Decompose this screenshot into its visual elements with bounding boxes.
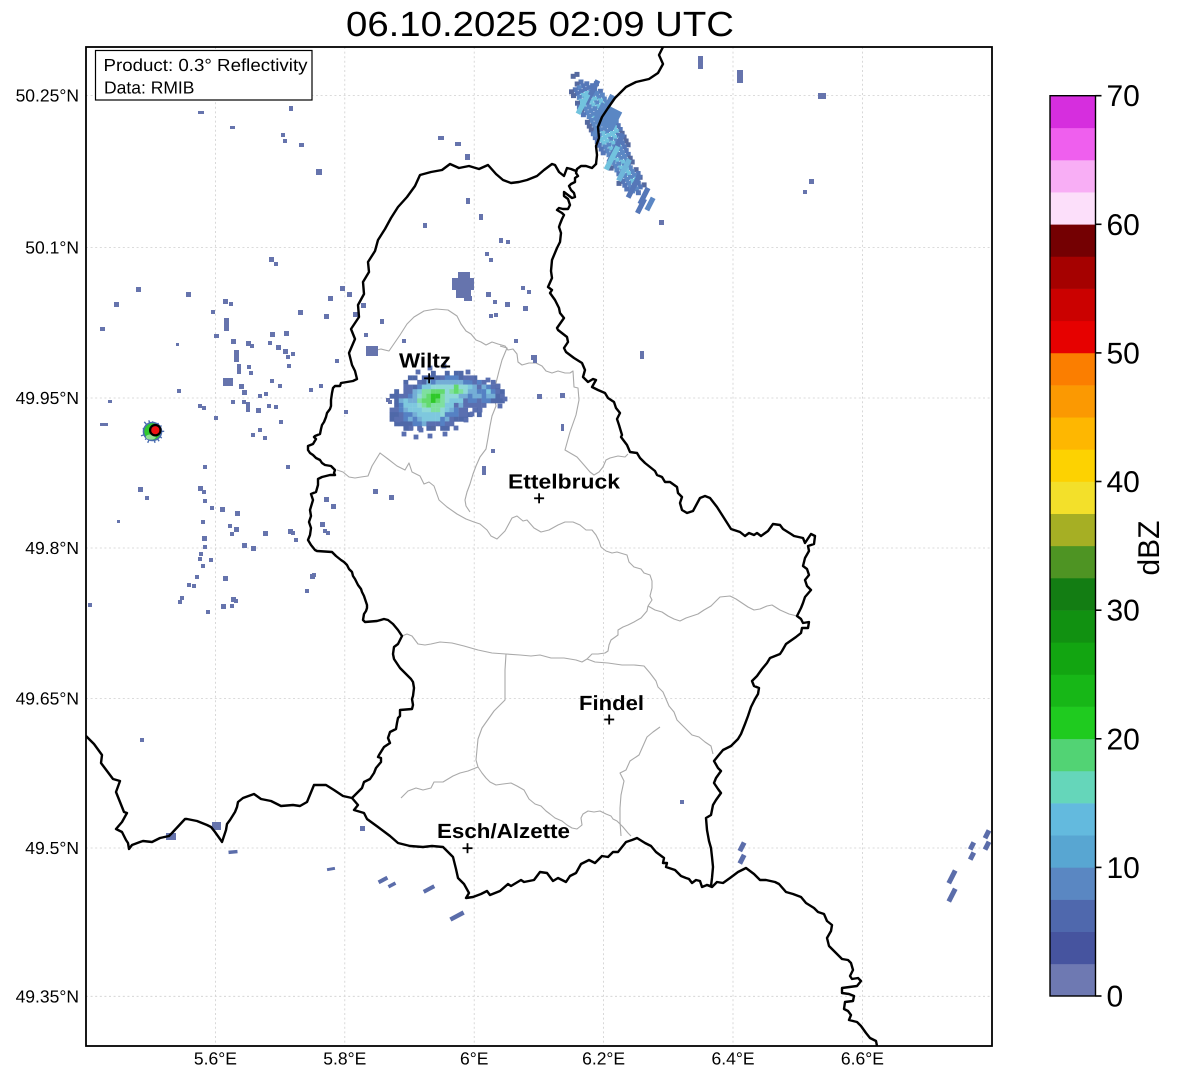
svg-text:50: 50 bbox=[1107, 337, 1140, 370]
svg-text:6.4°E: 6.4°E bbox=[712, 1049, 755, 1069]
svg-text:49.65°N: 49.65°N bbox=[16, 689, 79, 709]
svg-text:49.8°N: 49.8°N bbox=[25, 538, 79, 558]
svg-text:6.6°E: 6.6°E bbox=[841, 1049, 884, 1069]
svg-text:Esch/Alzette: Esch/Alzette bbox=[437, 820, 570, 843]
svg-text:5.8°E: 5.8°E bbox=[323, 1049, 366, 1069]
svg-text:50.25°N: 50.25°N bbox=[16, 86, 79, 106]
svg-text:Ettelbruck: Ettelbruck bbox=[508, 471, 621, 494]
svg-text:Data: RMIB: Data: RMIB bbox=[104, 78, 194, 98]
svg-text:dBZ: dBZ bbox=[1133, 520, 1166, 575]
svg-text:5.6°E: 5.6°E bbox=[194, 1049, 237, 1069]
svg-text:50.1°N: 50.1°N bbox=[25, 238, 79, 258]
svg-text:6.2°E: 6.2°E bbox=[582, 1049, 625, 1069]
svg-text:40: 40 bbox=[1107, 466, 1140, 499]
svg-text:70: 70 bbox=[1107, 80, 1140, 113]
svg-text:6°E: 6°E bbox=[460, 1049, 488, 1069]
svg-text:Product: 0.3° Reflectivity: Product: 0.3° Reflectivity bbox=[104, 55, 308, 75]
svg-text:49.35°N: 49.35°N bbox=[16, 986, 79, 1006]
svg-text:0: 0 bbox=[1107, 981, 1124, 1014]
svg-text:10: 10 bbox=[1107, 852, 1140, 885]
svg-text:06.10.2025 02:09 UTC: 06.10.2025 02:09 UTC bbox=[346, 5, 734, 44]
svg-text:Findel: Findel bbox=[579, 692, 644, 715]
svg-text:Wiltz: Wiltz bbox=[399, 350, 451, 373]
svg-text:60: 60 bbox=[1107, 209, 1140, 242]
svg-text:20: 20 bbox=[1107, 723, 1140, 756]
svg-text:49.5°N: 49.5°N bbox=[25, 838, 79, 858]
svg-text:49.95°N: 49.95°N bbox=[16, 388, 79, 408]
svg-text:30: 30 bbox=[1107, 595, 1140, 628]
